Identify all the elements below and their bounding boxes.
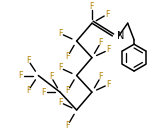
Text: N: N <box>118 31 125 41</box>
Text: F: F <box>65 52 70 61</box>
Text: F: F <box>65 86 70 95</box>
Text: F: F <box>18 71 23 80</box>
Text: F: F <box>49 72 53 81</box>
Text: F: F <box>58 98 62 107</box>
Text: F: F <box>99 38 103 47</box>
Text: F: F <box>58 29 62 38</box>
Text: F: F <box>65 121 70 130</box>
Text: F: F <box>90 2 94 11</box>
Text: F: F <box>41 88 46 97</box>
Text: F: F <box>106 45 111 55</box>
Text: F: F <box>58 63 62 72</box>
Text: F: F <box>105 10 110 19</box>
Text: F: F <box>26 86 30 95</box>
Text: F: F <box>26 56 30 65</box>
Text: F: F <box>99 72 103 81</box>
Text: F: F <box>106 80 111 89</box>
